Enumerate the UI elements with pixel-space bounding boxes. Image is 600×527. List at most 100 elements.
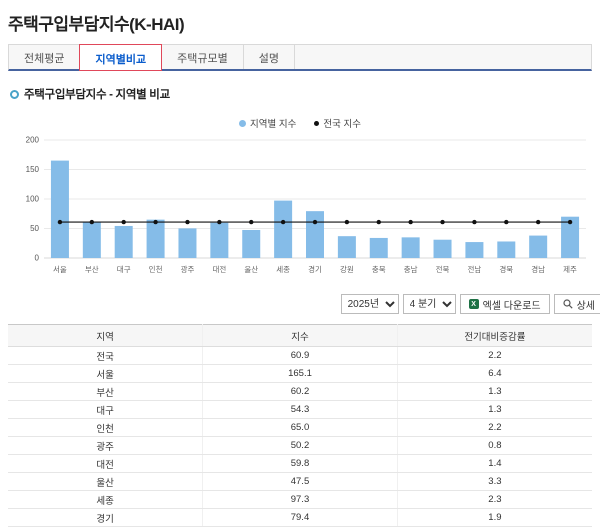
bar (401, 237, 420, 258)
line-marker (408, 219, 413, 225)
controls-row: 2025년 4 분기 X 엑셀 다운로드 상세 (8, 294, 600, 314)
line-marker (185, 219, 190, 225)
legend-national-label: 전국 지수 (323, 119, 361, 130)
line-marker (217, 219, 222, 225)
y-tick-label: 0 (35, 254, 40, 263)
table-cell: 1.9 (396, 508, 592, 527)
table-cell: 97.3 (202, 490, 398, 509)
x-tick-label: 제주 (563, 265, 577, 274)
table-row: 울산 47.5 3.3 (8, 472, 592, 491)
x-tick-label: 광주 (181, 264, 195, 274)
table-cell: 광주 (8, 436, 203, 455)
table-cell: 165.1 (202, 364, 398, 383)
table-row: 전국 60.9 2.2 (8, 346, 592, 365)
bullet-icon (10, 89, 19, 99)
table-row: 인천 65.0 2.2 (8, 418, 592, 437)
x-tick-label: 강원 (340, 264, 354, 274)
x-tick-label: 경북 (499, 264, 513, 274)
line-marker (249, 219, 254, 225)
table-cell: 1.4 (396, 454, 592, 473)
y-tick-label: 50 (30, 224, 39, 233)
bar (465, 242, 484, 258)
table-row: 부산 60.2 1.3 (8, 382, 592, 401)
x-tick-label: 대전 (212, 264, 226, 274)
table-cell: 3.3 (396, 472, 592, 491)
table-cell: 6.4 (396, 364, 592, 383)
x-tick-label: 전남 (468, 264, 482, 274)
table-cell: 울산 (8, 472, 203, 491)
table-row: 광주 50.2 0.8 (8, 436, 592, 455)
table-row: 경기 79.4 1.9 (8, 508, 592, 527)
chart-area: 지역별 지수 전국 지수 0 50 100 150 200 서울 부산 대구 인천 광주 대전 울산 세… (8, 116, 592, 280)
legend-national-dot-icon (314, 120, 320, 126)
table-cell: 60.9 (202, 346, 398, 365)
x-tick-label: 전북 (436, 264, 450, 274)
bar (114, 225, 133, 258)
line-marker (376, 219, 381, 225)
bar (433, 239, 452, 258)
table-row: 대전 59.8 1.4 (8, 454, 592, 473)
table-cell: 대구 (8, 400, 203, 419)
x-tick-label: 충남 (404, 265, 418, 274)
y-tick-label: 200 (26, 136, 40, 145)
column-header: 전기대비증감률 (396, 324, 592, 347)
table-cell: 1.3 (396, 382, 592, 401)
bar (146, 219, 165, 258)
region-index-table: 지역 지수 전기대비증감률 전국 60.9 2.2 서울 165.1 6.4 부산 60.2 1.3… (8, 324, 592, 527)
x-tick-label: 경남 (531, 264, 545, 274)
excel-download-label: 엑셀 다운로드 (482, 300, 541, 312)
bar (369, 237, 388, 258)
table-cell: 60.2 (202, 382, 398, 401)
line-marker (567, 219, 573, 225)
bar (242, 229, 261, 258)
table-cell: 세종 (8, 490, 203, 509)
bar-chart: 0 50 100 150 200 서울 부산 대구 인천 광주 대전 울산 세종 경기 강원 충북 충남 전북 전남… (26, 136, 586, 274)
table-cell: 0.8 (396, 436, 592, 455)
section-title-text: 주택구입부담지수 - 지역별 비교 (24, 89, 170, 101)
x-tick-label: 충북 (372, 265, 386, 274)
table-cell: 2.2 (396, 346, 592, 365)
x-tick-label: 인천 (149, 264, 163, 274)
section-title: 주택구입부담지수 - 지역별 비교 (10, 86, 592, 102)
page-title: 주택구입부담지수(K-HAI) (8, 15, 185, 34)
legend-regional-dot-icon (239, 119, 247, 127)
line-marker (89, 219, 95, 225)
table-cell: 79.4 (202, 508, 398, 527)
bar (306, 211, 324, 258)
tab-4[interactable]: 설명 (243, 45, 295, 69)
x-tick-label: 세종 (276, 265, 290, 274)
table-cell: 경기 (8, 508, 203, 527)
line-marker (121, 219, 126, 225)
table-header: 지역 지수 전기대비증감률 (8, 324, 592, 347)
legend-item-regional: 지역별 지수 (239, 116, 296, 130)
table-cell: 47.5 (202, 472, 398, 491)
y-tick-label: 150 (26, 165, 40, 174)
table-cell: 50.2 (202, 436, 398, 455)
tab-2[interactable]: 지역별비교 (79, 44, 163, 71)
bar (82, 222, 101, 258)
line-marker (153, 219, 158, 225)
line-marker (312, 219, 318, 225)
legend-regional-label: 지역별 지수 (250, 119, 297, 130)
bar (497, 241, 516, 258)
legend-item-national: 전국 지수 (314, 116, 361, 130)
table-cell: 1.3 (396, 400, 592, 419)
y-tick-label: 100 (26, 195, 40, 204)
line-marker (280, 219, 286, 225)
bar (210, 222, 229, 258)
column-header: 지수 (202, 324, 398, 347)
quarter-select[interactable]: 4 분기 (402, 294, 456, 314)
line-marker (344, 219, 350, 225)
table-cell: 대전 (8, 454, 203, 473)
column-header: 지역 (8, 324, 203, 347)
tab-1[interactable]: 전체평균 (9, 45, 81, 69)
detail-button[interactable]: 상세 (553, 294, 600, 314)
tab-3[interactable]: 주택규모별 (162, 45, 244, 69)
excel-download-button[interactable]: X 엑셀 다운로드 (459, 294, 550, 314)
table-cell: 2.3 (396, 490, 592, 509)
table-cell: 59.8 (202, 454, 398, 473)
excel-icon: X (468, 299, 479, 309)
table-cell: 부산 (8, 382, 203, 401)
bar (561, 216, 580, 258)
year-select[interactable]: 2025년 (340, 294, 399, 314)
